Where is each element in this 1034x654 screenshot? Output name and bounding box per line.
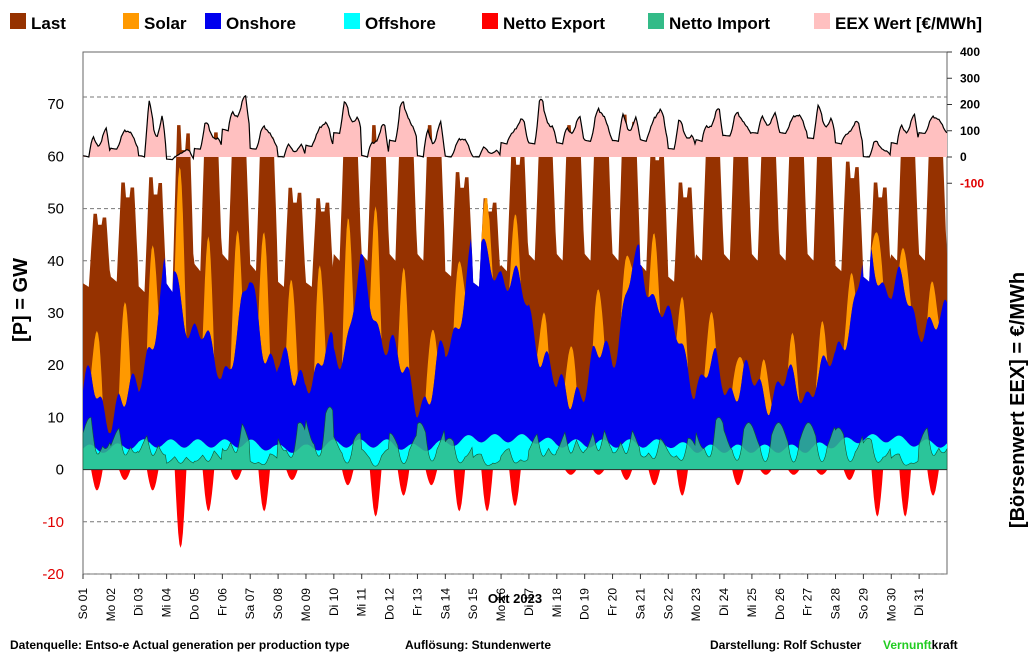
- area-eex: [83, 95, 947, 157]
- brand-green: Vernunft: [883, 638, 932, 652]
- x-tick-label: Mo 09: [299, 588, 313, 622]
- x-tick-label: Sa 07: [243, 588, 257, 620]
- x-tick-label: Sa 14: [438, 588, 452, 620]
- x-tick-label: Mo 16: [494, 588, 508, 622]
- y-tick-right: 0: [960, 150, 967, 164]
- x-tick-label: Fr 27: [801, 588, 815, 616]
- brand-black: kraft: [932, 638, 958, 652]
- y-tick-right: 300: [960, 71, 980, 85]
- y-tick-left: 30: [47, 305, 64, 322]
- x-tick-label: Do 12: [383, 588, 397, 620]
- x-tick-label: Mo 02: [104, 588, 118, 622]
- x-tick-label: Sa 21: [633, 588, 647, 620]
- x-tick-label: Di 10: [327, 588, 341, 616]
- series-areas: [82, 114, 948, 548]
- legend: Last Solar Onshore Offshore Netto Export Nett…: [10, 13, 982, 33]
- y-axis-title-right: [Börsenwert EEX] = €/MWh: [1007, 272, 1029, 528]
- legend-label-onshore: Onshore: [226, 14, 296, 33]
- y-tick-left: 70: [47, 96, 64, 113]
- area-solar: [83, 167, 947, 434]
- legend-label-netto-import: Netto Import: [669, 14, 770, 33]
- legend-label-offshore: Offshore: [365, 14, 436, 33]
- y-tick-left: 40: [47, 253, 64, 270]
- x-tick-label: Mi 04: [160, 588, 174, 618]
- legend-label-last: Last: [31, 14, 66, 33]
- x-tick-label: Fr 13: [410, 588, 424, 616]
- x-tick-label: Mi 25: [745, 588, 759, 618]
- x-tick-label: Fr 06: [215, 588, 229, 616]
- x-tick-label: Mo 30: [884, 588, 898, 622]
- legend-label-netto-export: Netto Export: [503, 14, 605, 33]
- legend-swatch-last: [10, 13, 26, 29]
- x-tick-label: Do 26: [773, 588, 787, 620]
- y-tick-right: 400: [960, 45, 980, 59]
- area-onshore: [83, 238, 947, 453]
- x-tick-label: Do 19: [578, 588, 592, 620]
- y-tick-left: 10: [47, 409, 64, 426]
- x-tick-label: Mo 23: [689, 588, 703, 622]
- month-label: Okt 2023: [488, 591, 542, 606]
- x-tick-label: Mi 18: [550, 588, 564, 618]
- y-tick-left: 60: [47, 148, 64, 165]
- footer-brand: Vernunftkraft: [883, 638, 958, 652]
- footer-resolution: Auflösung: Stundenwerte: [405, 638, 551, 652]
- area-netto-export: [83, 469, 947, 548]
- y-tick-right: 100: [960, 124, 980, 138]
- legend-swatch-netto-import: [648, 13, 664, 29]
- x-tick-label: Di 03: [132, 588, 146, 616]
- y-tick-left: 0: [56, 462, 64, 479]
- x-tick-label: So 08: [271, 588, 285, 620]
- y-tick-right: 200: [960, 98, 980, 112]
- footer-source: Datenquelle: Entso-e Actual generation p…: [10, 638, 350, 652]
- footer-author: Darstellung: Rolf Schuster: [710, 638, 862, 652]
- x-tick-label: Fr 20: [606, 588, 620, 616]
- y-tick-left: -20: [42, 566, 64, 583]
- x-tick-label: So 29: [856, 588, 870, 620]
- eex-series: [82, 94, 948, 161]
- x-tick-label: Di 17: [522, 588, 536, 616]
- y-tick-left: -10: [42, 514, 64, 531]
- y-tick-right: -100: [960, 176, 984, 190]
- legend-swatch-onshore: [205, 13, 221, 29]
- x-tick-label: Di 24: [717, 588, 731, 616]
- legend-swatch-eex-wert-mwh: [814, 13, 830, 29]
- x-tick-label: So 22: [661, 588, 675, 620]
- x-tick-label: So 01: [76, 588, 90, 620]
- axes: 706050403020100-10-204003002001000-100So…: [42, 45, 984, 621]
- x-tick-label: Do 05: [187, 588, 201, 620]
- x-tick-label: Di 31: [912, 588, 926, 616]
- x-tick-label: Mi 11: [355, 588, 369, 617]
- legend-swatch-netto-export: [482, 13, 498, 29]
- legend-swatch-offshore: [344, 13, 360, 29]
- y-tick-left: 20: [47, 357, 64, 374]
- legend-label-solar: Solar: [144, 14, 187, 33]
- y-axis-title-left: [P] = GW: [10, 258, 32, 342]
- x-tick-label: So 15: [466, 588, 480, 620]
- legend-label-eex-wert-mwh: EEX Wert [€/MWh]: [835, 14, 982, 33]
- x-tick-label: Sa 28: [829, 588, 843, 620]
- line-eex: [82, 94, 948, 161]
- y-tick-left: 50: [47, 201, 64, 218]
- legend-swatch-solar: [123, 13, 139, 29]
